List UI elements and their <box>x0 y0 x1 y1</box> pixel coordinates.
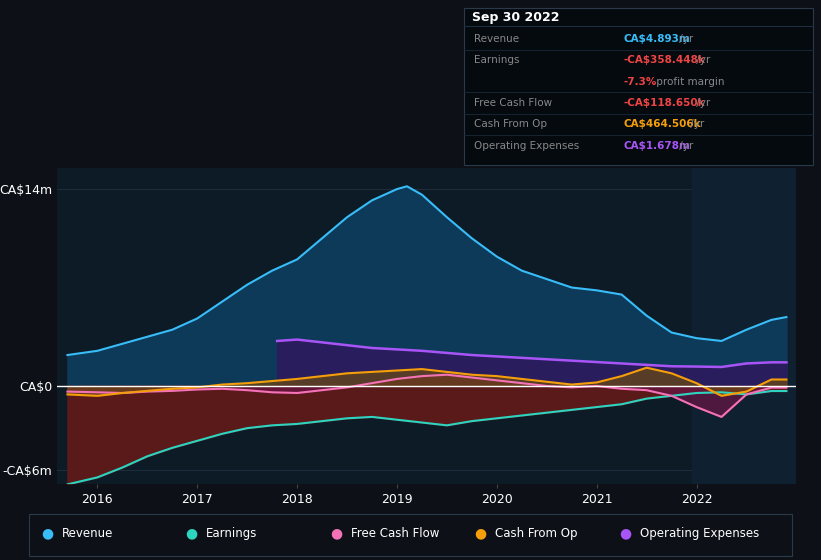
Text: Operating Expenses: Operating Expenses <box>640 526 759 540</box>
Text: /yr: /yr <box>693 55 710 66</box>
Text: Sep 30 2022: Sep 30 2022 <box>472 11 560 24</box>
Text: Earnings: Earnings <box>474 55 519 66</box>
Text: ●: ● <box>330 526 342 540</box>
Text: /yr: /yr <box>676 34 693 44</box>
Text: CA$1.678m: CA$1.678m <box>624 141 690 151</box>
Text: CA$464.506k: CA$464.506k <box>624 119 702 129</box>
Text: Revenue: Revenue <box>62 526 113 540</box>
Text: CA$4.893m: CA$4.893m <box>624 34 690 44</box>
Text: Cash From Op: Cash From Op <box>474 119 547 129</box>
Text: Revenue: Revenue <box>474 34 519 44</box>
Text: ●: ● <box>619 526 631 540</box>
Text: /yr: /yr <box>687 119 704 129</box>
Text: -7.3%: -7.3% <box>624 77 658 87</box>
Text: Cash From Op: Cash From Op <box>495 526 577 540</box>
Text: Operating Expenses: Operating Expenses <box>474 141 579 151</box>
Text: -CA$358.448k: -CA$358.448k <box>624 55 706 66</box>
Text: /yr: /yr <box>676 141 693 151</box>
Text: ●: ● <box>41 526 53 540</box>
Text: Free Cash Flow: Free Cash Flow <box>351 526 439 540</box>
Bar <box>691 168 796 484</box>
Text: ●: ● <box>475 526 487 540</box>
Text: -CA$118.650k: -CA$118.650k <box>624 98 705 108</box>
Text: /yr: /yr <box>693 98 710 108</box>
Text: Free Cash Flow: Free Cash Flow <box>474 98 552 108</box>
Text: Earnings: Earnings <box>206 526 258 540</box>
Text: ●: ● <box>186 526 198 540</box>
Text: profit margin: profit margin <box>653 77 724 87</box>
